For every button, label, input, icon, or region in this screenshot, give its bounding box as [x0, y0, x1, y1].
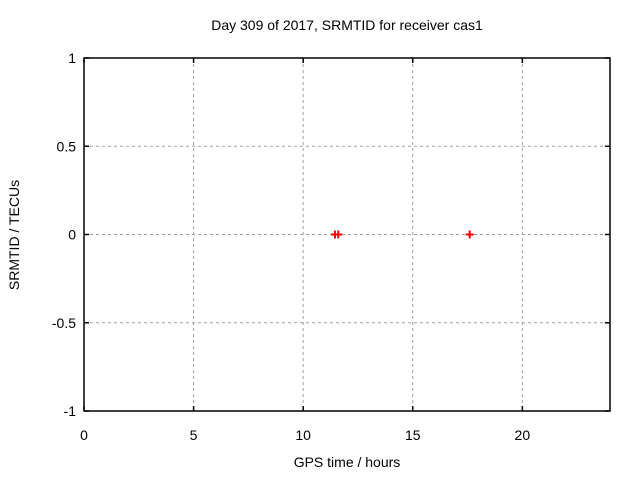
x-tick-label: 0 [80, 427, 88, 443]
y-tick-label: -0.5 [52, 315, 76, 331]
x-tick-label: 10 [295, 427, 311, 443]
y-tick-label: 0.5 [57, 138, 77, 154]
y-tick-label: 1 [68, 50, 76, 66]
y-tick-label: -1 [64, 403, 77, 419]
x-tick-label: 20 [515, 427, 531, 443]
x-tick-label: 15 [405, 427, 421, 443]
chart-title: Day 309 of 2017, SRMTID for receiver cas… [211, 17, 483, 33]
x-tick-label: 5 [190, 427, 198, 443]
x-axis-label: GPS time / hours [293, 454, 401, 470]
y-tick-label: 0 [68, 227, 76, 243]
